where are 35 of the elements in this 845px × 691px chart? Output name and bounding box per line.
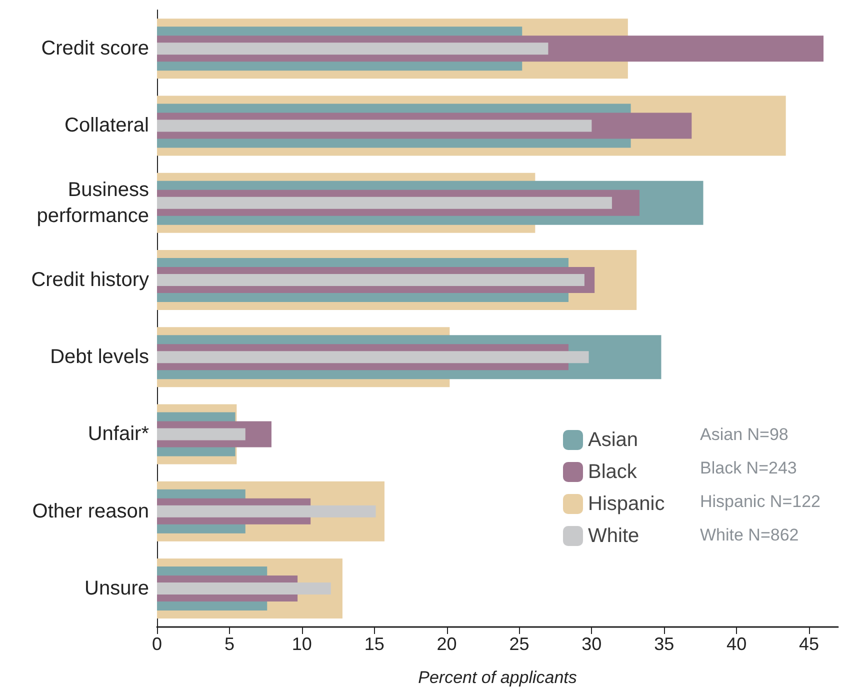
annotation: Hispanic N=122: [700, 492, 820, 511]
x-tick-label: 45: [799, 634, 820, 654]
y-tick-label: Unsure: [84, 577, 149, 600]
x-tick-label: 35: [654, 634, 674, 654]
y-tick-label: Credit score: [41, 38, 149, 60]
y-tick-label: Debt levels: [50, 346, 149, 368]
x-tick-label: 10: [292, 634, 312, 654]
y-tick-label: Other reason: [32, 500, 149, 522]
bar: [157, 505, 376, 518]
bar: [157, 274, 584, 286]
y-tick-label: Business performance: [36, 178, 149, 227]
x-tick-label: 5: [224, 634, 234, 654]
y-tick-label: Collateral: [64, 114, 149, 137]
legend-label: Black: [588, 461, 638, 483]
annotation: Black N=243: [700, 458, 797, 478]
bar: [157, 582, 331, 594]
x-axis-title: Percent of applicants: [418, 668, 578, 687]
bar: [157, 120, 592, 132]
bar: [157, 428, 246, 440]
x-tick-label: 0: [152, 634, 162, 654]
annotation: White N=862: [700, 526, 799, 544]
legend-label: Asian: [588, 429, 638, 451]
bar: [157, 196, 612, 209]
y-tick-label: Credit history: [31, 268, 149, 291]
x-tick-label: 20: [436, 634, 457, 654]
legend-label: Hispanic: [588, 493, 665, 515]
x-tick-label: 25: [509, 634, 530, 654]
bar: [157, 351, 589, 364]
x-tick-label: 30: [582, 634, 602, 654]
x-tick-label: 15: [364, 634, 384, 654]
x-tick-label: 40: [726, 634, 747, 654]
bar: [157, 42, 548, 55]
legend-label: White: [588, 525, 640, 547]
annotation: Asian N=98: [700, 425, 788, 444]
y-tick-label: Unfair*: [88, 423, 150, 446]
